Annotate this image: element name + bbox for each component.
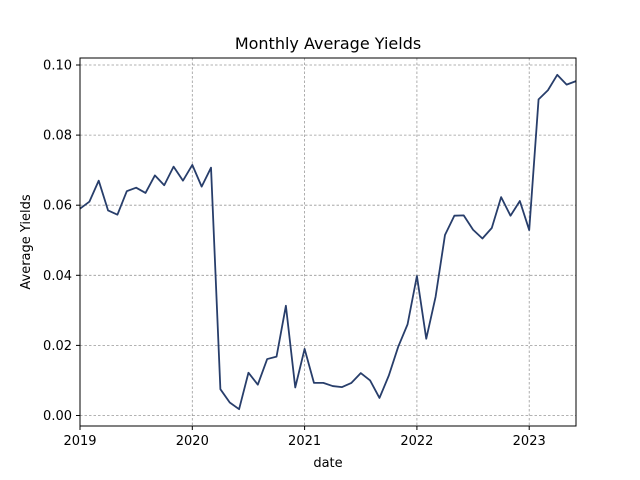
- series-line: [79, 73, 577, 411]
- y-axis: 0.00 0.02 0.04 0.06 0.08 0.10: [43, 59, 80, 424]
- data-point: [107, 209, 109, 211]
- data-point: [425, 338, 427, 340]
- data-point: [154, 174, 156, 176]
- data-point: [547, 89, 549, 91]
- data-point: [135, 186, 137, 188]
- grid: [79, 58, 576, 426]
- data-point: [229, 401, 231, 403]
- data-point: [116, 213, 118, 215]
- data-point: [556, 74, 558, 76]
- data-point: [200, 185, 202, 187]
- data-point: [491, 227, 493, 229]
- data-point: [98, 179, 100, 181]
- data-point: [172, 165, 174, 167]
- data-point: [519, 200, 521, 202]
- data-point: [350, 382, 352, 384]
- y-tick-label: 0.08: [43, 129, 72, 144]
- data-point: [163, 184, 165, 186]
- data-point: [303, 348, 305, 350]
- data-point: [331, 385, 333, 387]
- data-point: [360, 372, 362, 374]
- data-point: [126, 190, 128, 192]
- data-point: [462, 214, 464, 216]
- data-point: [453, 215, 455, 217]
- data-point: [313, 382, 315, 384]
- data-point: [528, 229, 530, 231]
- y-tick-label: 0.04: [43, 269, 72, 284]
- data-point: [378, 397, 380, 399]
- data-point: [397, 346, 399, 348]
- data-point: [537, 98, 539, 100]
- y-tick-label: 0.00: [43, 409, 72, 424]
- x-axis-title: date: [313, 456, 342, 471]
- data-point: [434, 295, 436, 297]
- data-point: [341, 386, 343, 388]
- data-point: [144, 192, 146, 194]
- y-tick-label: 0.06: [43, 199, 72, 214]
- data-point: [266, 358, 268, 360]
- data-point: [322, 382, 324, 384]
- x-tick-label: 2023: [513, 434, 546, 449]
- x-axis: 2019 2020 2021 2022 2023: [63, 426, 546, 449]
- y-tick-label: 0.02: [43, 339, 72, 354]
- data-point: [388, 374, 390, 376]
- data-point: [257, 383, 259, 385]
- data-point: [238, 408, 240, 410]
- data-point: [509, 215, 511, 217]
- data-point: [275, 355, 277, 357]
- data-point: [565, 83, 567, 85]
- x-tick-label: 2019: [63, 434, 96, 449]
- data-point: [444, 234, 446, 236]
- data-point: [500, 196, 502, 198]
- x-tick-label: 2021: [288, 434, 321, 449]
- plot-series: [79, 73, 577, 411]
- chart-title: Monthly Average Yields: [235, 34, 421, 53]
- data-point: [285, 305, 287, 307]
- data-point: [294, 386, 296, 388]
- x-tick-label: 2020: [176, 434, 209, 449]
- data-point: [369, 379, 371, 381]
- x-tick-label: 2022: [400, 434, 433, 449]
- y-axis-title: Average Yields: [19, 194, 34, 289]
- data-point: [210, 166, 212, 168]
- data-point: [247, 372, 249, 374]
- data-point: [191, 164, 193, 166]
- data-point: [88, 200, 90, 202]
- plot-frame: [79, 57, 577, 427]
- data-point: [219, 388, 221, 390]
- data-point: [182, 179, 184, 181]
- data-point: [472, 229, 474, 231]
- y-tick-label: 0.10: [43, 59, 72, 74]
- data-point: [406, 323, 408, 325]
- data-point: [481, 237, 483, 239]
- data-point: [416, 275, 418, 277]
